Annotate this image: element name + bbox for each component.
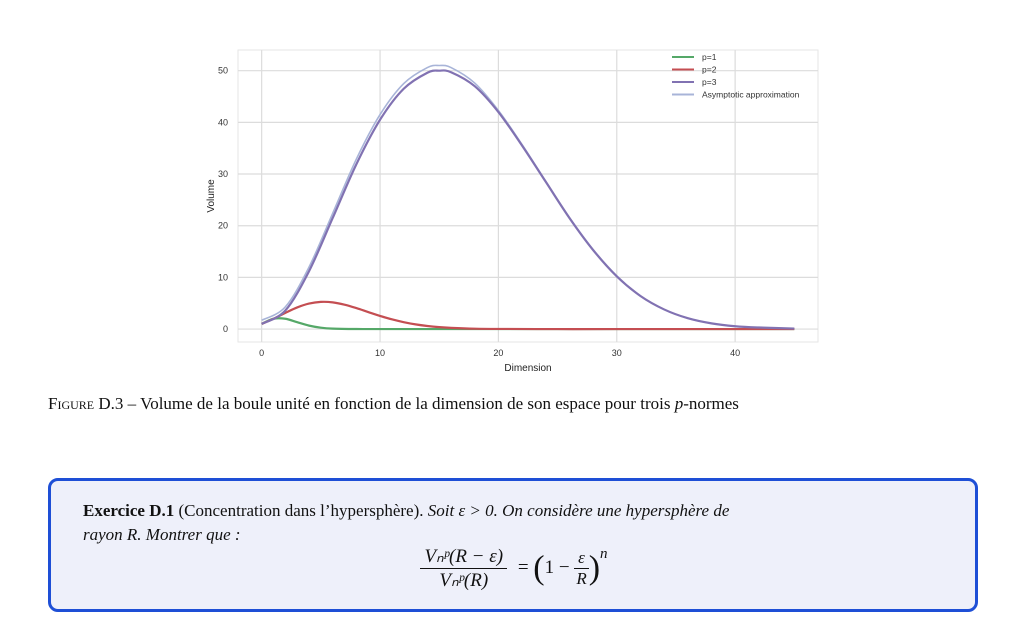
y-tick-label: 10 [218, 272, 228, 282]
formula-numerator: Vₙᵖ(R − ε) [420, 545, 508, 569]
formula-equals: = [517, 556, 529, 578]
exercise-title: Exercice D.1 [83, 501, 175, 520]
caption-dash: – [123, 394, 141, 413]
exercise-box: Exercice D.1 (Concentration dans l’hyper… [48, 478, 978, 612]
x-tick-label: 10 [375, 348, 385, 358]
x-tick-label: 0 [259, 348, 264, 358]
formula-inner-numerator: ε [574, 548, 589, 569]
x-tick-label: 30 [612, 348, 622, 358]
figure-plot: 0 10 20 30 40 0 10 20 30 40 50 Dimension Volume p=1 p=… [190, 40, 830, 380]
formula-rhs: = (1 − ε R )n [517, 545, 608, 589]
caption-text: Volume de la boule unité en fonction de … [140, 394, 675, 413]
plot-area [237, 49, 819, 343]
caption-text-after: -normes [683, 394, 739, 413]
legend-label-1: p=1 [702, 52, 717, 62]
x-axis-label: Dimension [504, 363, 551, 374]
caption-p-symbol: p [674, 394, 684, 413]
x-tick-label: 20 [493, 348, 503, 358]
y-axis-label: Volume [206, 179, 217, 213]
formula-inner-denominator: R [576, 569, 587, 588]
y-tick-label: 0 [223, 324, 228, 334]
legend-label-4: Asymptotic approximation [702, 90, 800, 100]
volume-chart: 0 10 20 30 40 0 10 20 30 40 50 Dimension Volume p=1 p=… [206, 49, 819, 374]
y-tick-label: 50 [218, 66, 228, 76]
formula-exponent: n [600, 545, 608, 562]
exercise-formula: Vₙᵖ(R − ε) Vₙᵖ(R) = (1 − ε R )n [51, 545, 977, 592]
formula-main-fraction: Vₙᵖ(R − ε) Vₙᵖ(R) [420, 545, 508, 592]
legend-label-3: p=3 [702, 77, 717, 87]
y-tick-label: 30 [218, 169, 228, 179]
formula-one-minus: 1 − [544, 556, 570, 578]
exercise-statement-2: rayon R. Montrer que : [83, 525, 241, 544]
exercise-subtitle: (Concentration dans l’hypersphère). [178, 501, 424, 520]
legend-label-2: p=2 [702, 65, 717, 75]
formula-denominator: Vₙᵖ(R) [439, 570, 489, 591]
formula-close-paren: ) [588, 549, 601, 587]
y-tick-label: 40 [218, 117, 228, 127]
x-tick-label: 40 [730, 348, 740, 358]
exercise-statement-1: Soit ε > 0. On considère une hypersphère… [427, 501, 730, 520]
formula-open-paren: ( [533, 549, 545, 587]
exercise-text: Exercice D.1 (Concentration dans l’hyper… [83, 499, 953, 547]
caption-label: Figure D.3 [48, 394, 124, 413]
formula-inner-fraction: ε R [574, 548, 589, 589]
figure-caption: Figure D.3 – Volume de la boule unité en… [48, 394, 988, 414]
series-line-2 [261, 300, 795, 331]
series-line-3 [261, 69, 795, 330]
y-tick-label: 20 [218, 221, 228, 231]
